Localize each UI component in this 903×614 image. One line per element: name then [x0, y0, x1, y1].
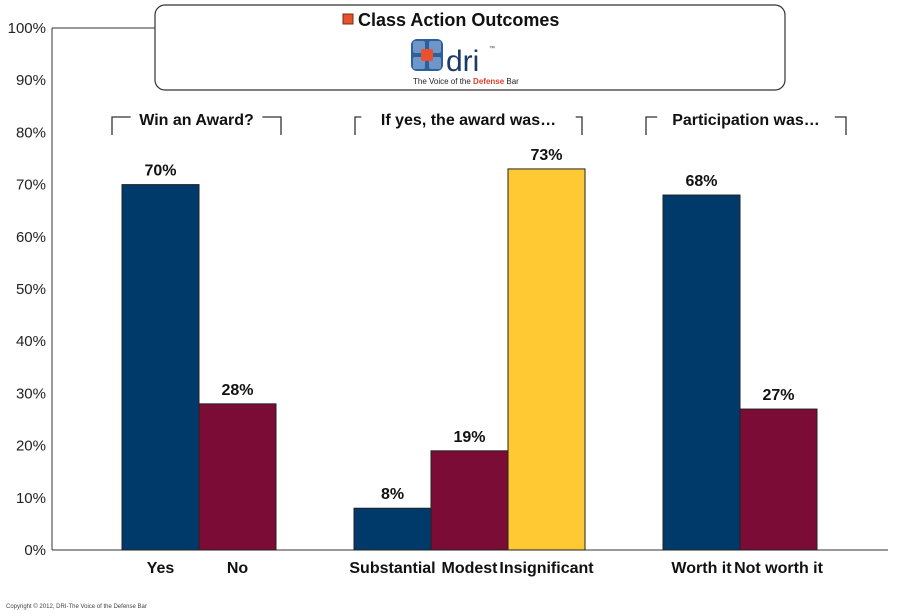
group-label: Participation was…	[672, 112, 820, 129]
tagline-pre: The Voice of the	[413, 77, 473, 86]
group-bracket-right	[834, 116, 847, 135]
legend-marker-icon	[342, 13, 354, 25]
data-label: 27%	[762, 387, 794, 404]
data-label: 28%	[221, 382, 253, 399]
title-box	[154, 4, 786, 91]
group-bracket-left	[111, 116, 131, 135]
category-label: Insignificant	[499, 560, 594, 577]
bar	[739, 408, 818, 551]
group-bracket-right	[575, 116, 583, 135]
copyright-text: Copyright © 2012, DRI-The Voice of the D…	[6, 604, 147, 610]
y-tick-label: 90%	[16, 72, 46, 89]
data-label: 68%	[685, 173, 717, 190]
bar	[507, 168, 586, 551]
y-axis-ticks: 0% 10% 20% 30% 40% 50% 60% 70% 80% 90% 100%	[8, 20, 46, 559]
bar	[353, 507, 432, 551]
bar-group: Participation was… 68% Worth it 27% Not wort…	[645, 112, 847, 577]
y-tick-label: 40%	[16, 333, 46, 350]
group-bracket-left	[354, 116, 362, 135]
bar	[430, 450, 509, 551]
group-label: If yes, the award was…	[381, 112, 556, 129]
category-label: No	[227, 560, 249, 577]
y-tick-label: 20%	[16, 438, 46, 455]
bar-group: Win an Award? 70% Yes 28% No	[111, 112, 282, 577]
data-label: 8%	[381, 486, 404, 503]
y-tick-label: 70%	[16, 177, 46, 194]
y-tick-label: 60%	[16, 229, 46, 246]
y-tick-label: 100%	[8, 20, 46, 37]
y-tick-label: 50%	[16, 281, 46, 298]
chart-title: Class Action Outcomes	[358, 10, 559, 30]
y-tick-label: 80%	[16, 124, 46, 141]
category-label: Worth it	[671, 560, 732, 577]
dri-logo: dri ™ The Voice of the Defense Bar	[411, 39, 519, 86]
tagline-emph: Defense	[473, 77, 505, 86]
category-label: Yes	[147, 560, 175, 577]
bar	[198, 403, 277, 551]
tagline-post: Bar	[504, 77, 519, 86]
data-label: 73%	[530, 147, 562, 164]
data-label: 19%	[453, 429, 485, 446]
logo-tagline: The Voice of the Defense Bar	[413, 77, 519, 86]
group-bracket-right	[262, 116, 282, 135]
y-tick-label: 30%	[16, 385, 46, 402]
bar-groups: Win an Award? 70% Yes 28% No If yes, the awar…	[111, 112, 847, 577]
category-label: Not worth it	[734, 560, 824, 577]
category-label: Modest	[442, 560, 499, 577]
data-label: 70%	[144, 163, 176, 180]
bar	[662, 194, 741, 551]
y-tick-label: 10%	[16, 490, 46, 507]
category-label: Substantial	[349, 560, 435, 577]
group-bracket-left	[645, 116, 658, 135]
logo-text: dri	[446, 45, 479, 78]
group-label: Win an Award?	[139, 112, 254, 129]
bar-group: If yes, the award was… 8% Substantial 19% Mo…	[349, 112, 594, 577]
logo-trademark: ™	[489, 45, 495, 52]
bar	[121, 184, 200, 551]
y-tick-label: 0%	[24, 542, 46, 559]
